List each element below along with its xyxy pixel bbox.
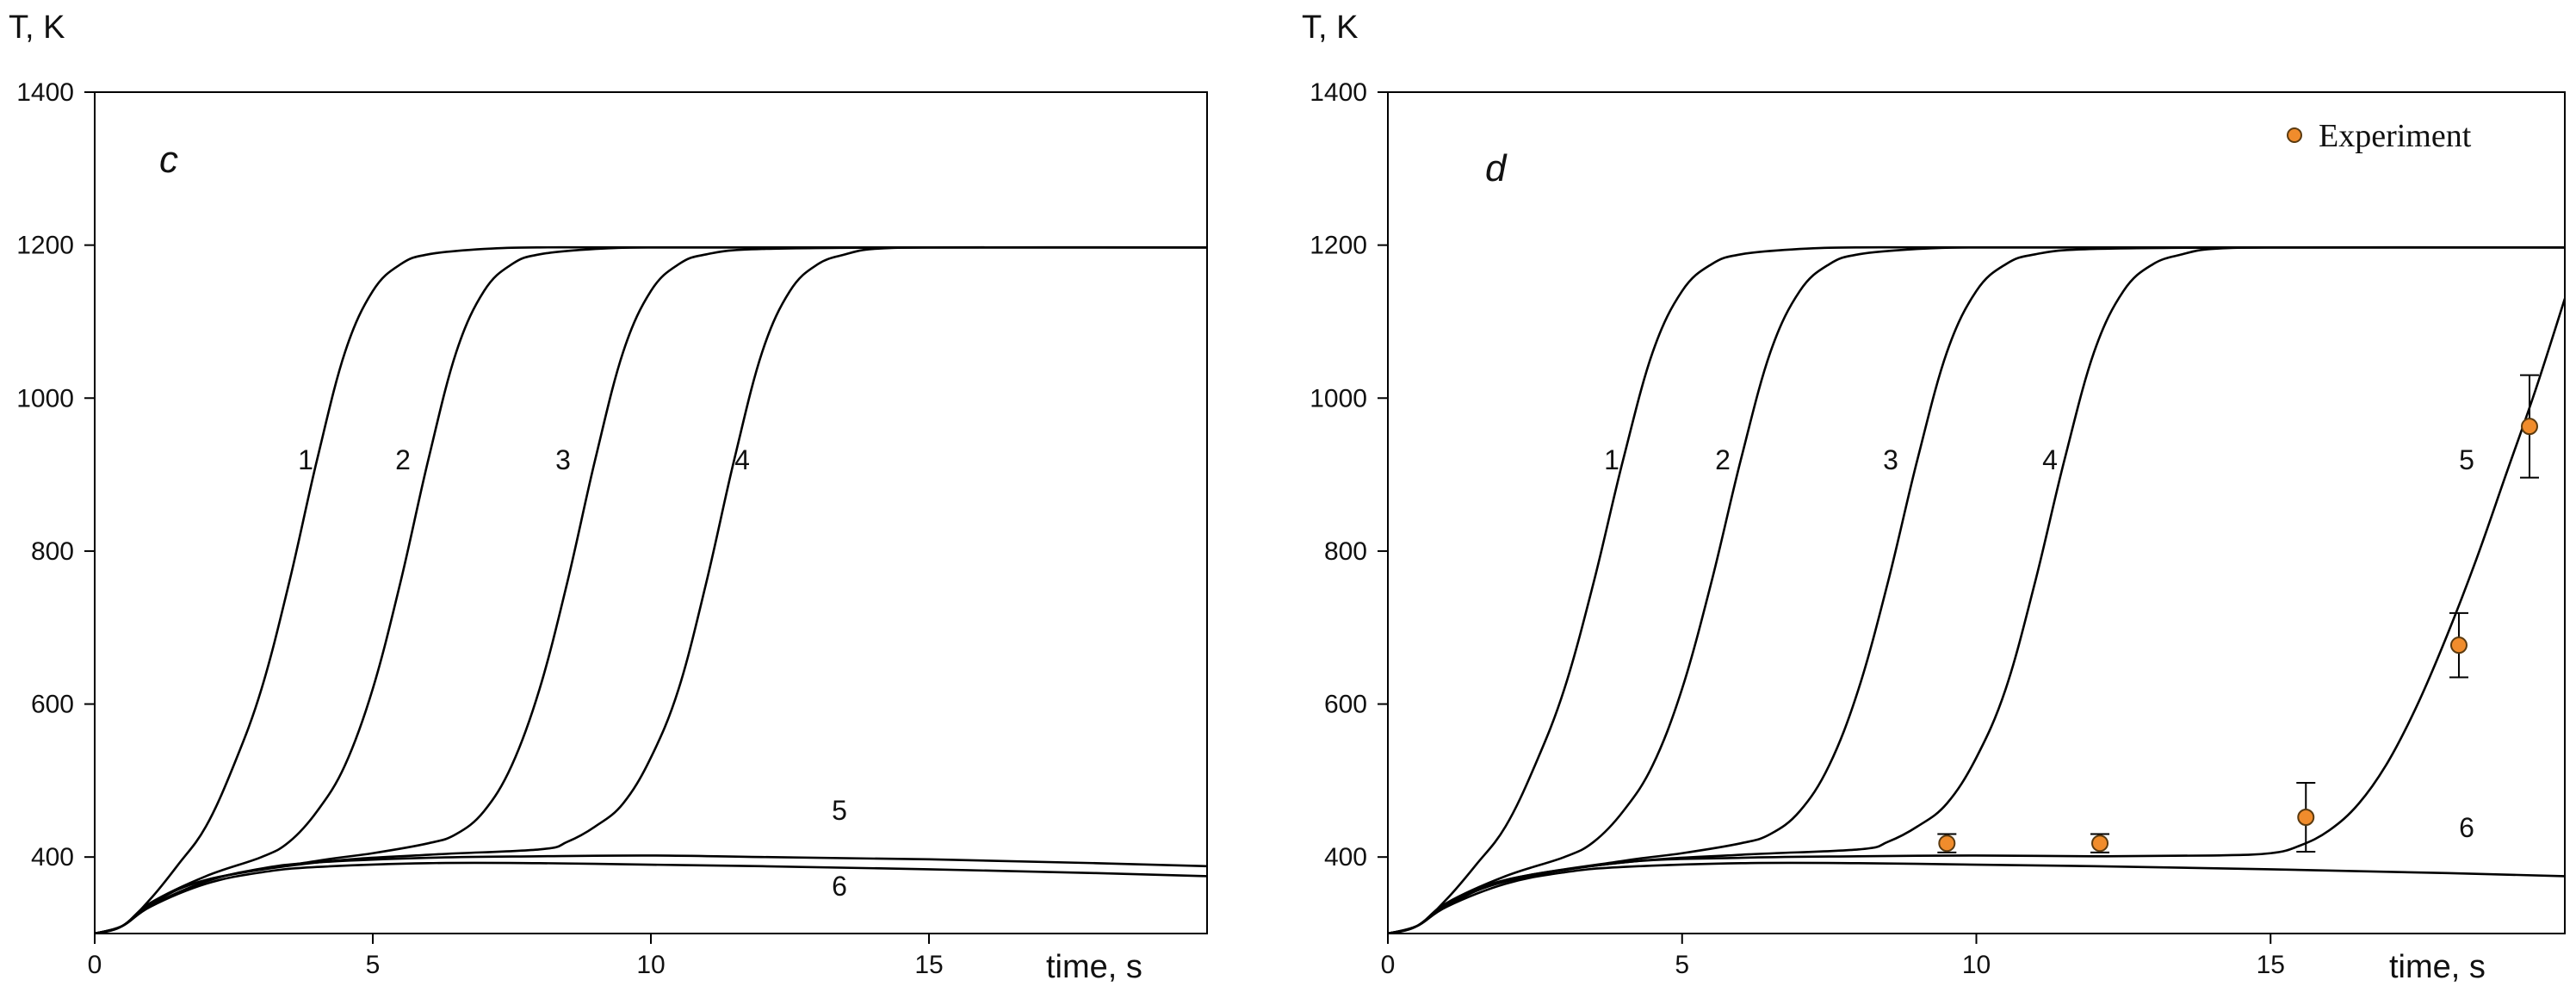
y-tick-label: 800 <box>1324 537 1367 566</box>
x-tick-label: 15 <box>914 951 943 979</box>
legend-marker <box>2287 127 2302 143</box>
curve-label-1: 1 <box>298 444 313 475</box>
x-tick-label: 5 <box>1675 951 1689 979</box>
experiment-point <box>2449 636 2468 654</box>
curve-label-1: 1 <box>1604 444 1619 475</box>
curves <box>95 245 1207 934</box>
y-tick-label: 600 <box>1324 691 1367 719</box>
curve-label-6: 6 <box>832 871 847 902</box>
y-tick-label: 600 <box>31 691 74 719</box>
curve-label-5: 5 <box>832 795 847 826</box>
x-tick-label: 0 <box>1381 951 1396 979</box>
curve-2 <box>95 245 1207 934</box>
curve-6 <box>95 861 1207 934</box>
curve-label-2: 2 <box>395 444 411 475</box>
y-axis-title: T, K <box>9 9 65 46</box>
curve-label-3: 3 <box>555 444 571 475</box>
x-tick-label: 0 <box>88 951 102 979</box>
curve-3 <box>1388 245 2565 934</box>
y-tick-label: 1000 <box>1310 384 1367 413</box>
curve-4 <box>1388 245 2565 934</box>
plot-frame <box>1387 91 2566 934</box>
curve-2 <box>1388 245 2565 934</box>
experiment-point <box>2297 808 2315 826</box>
curve-4 <box>95 245 1207 934</box>
y-tick-label: 1200 <box>1310 232 1367 260</box>
legend-label: Experiment <box>2319 118 2472 154</box>
curve-label-6: 6 <box>2459 812 2474 843</box>
x-tick-label: 10 <box>1962 951 1991 979</box>
x-tick-label: 15 <box>2257 951 2285 979</box>
curve-5 <box>95 854 1207 934</box>
y-tick-label: 1200 <box>16 232 74 260</box>
x-axis-title: time, s <box>1046 949 1142 985</box>
panel-letter: d <box>1485 147 1508 189</box>
plot-frame <box>94 91 1208 934</box>
y-tick-label: 400 <box>31 843 74 872</box>
y-tick-label: 400 <box>1324 843 1367 872</box>
experiment-point <box>2091 834 2109 853</box>
curve-5 <box>1388 298 2565 934</box>
experiment-point <box>1938 834 1956 853</box>
experiment-points <box>1937 374 2539 853</box>
experiment-point <box>2520 418 2538 436</box>
curve-3 <box>95 245 1207 934</box>
y-tick-label: 1400 <box>1310 78 1367 107</box>
curve-label-4: 4 <box>2042 444 2058 475</box>
curve-6 <box>1388 861 2565 934</box>
y-tick-label: 800 <box>31 537 74 566</box>
y-axis-title: T, K <box>1302 9 1358 46</box>
x-tick-label: 10 <box>636 951 665 979</box>
curve-1 <box>95 245 1207 934</box>
curve-label-2: 2 <box>1715 444 1731 475</box>
legend: Experiment <box>2287 118 2472 154</box>
curves <box>1388 245 2565 934</box>
curve-label-4: 4 <box>734 444 750 475</box>
curve-label-3: 3 <box>1883 444 1898 475</box>
curve-label-5: 5 <box>2459 444 2474 475</box>
panel-letter: c <box>159 139 178 181</box>
x-axis-title: time, s <box>2389 949 2486 985</box>
y-tick-label: 1000 <box>16 384 74 413</box>
curve-1 <box>1388 245 2565 934</box>
x-tick-label: 5 <box>366 951 381 979</box>
y-tick-label: 1400 <box>16 78 74 107</box>
